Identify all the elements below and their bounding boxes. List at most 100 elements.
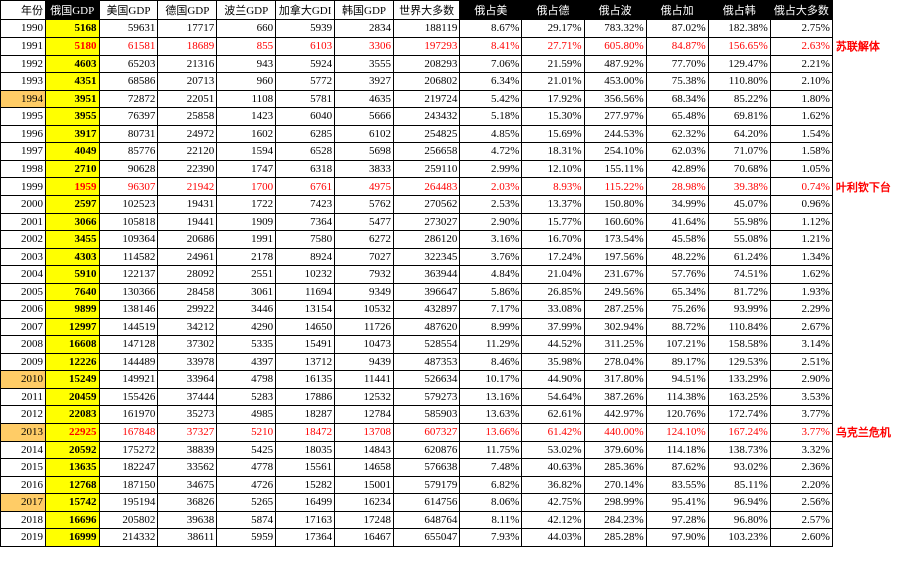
cell: 16608 (45, 336, 99, 354)
cell: 298.99% (584, 494, 646, 512)
cell: 13708 (335, 423, 394, 441)
cell: 2834 (335, 20, 394, 38)
cell: 3927 (335, 73, 394, 91)
cell: 2004 (1, 266, 46, 284)
cell: 1594 (217, 143, 276, 161)
cell: 62.03% (646, 143, 708, 161)
cell: 19441 (158, 213, 217, 231)
cell: 5210 (217, 423, 276, 441)
header-4: 波兰GDP (217, 1, 276, 20)
cell: 64.20% (708, 125, 770, 143)
event-note (832, 73, 907, 91)
cell: 11726 (335, 318, 394, 336)
cell: 155.11% (584, 160, 646, 178)
cell: 54.64% (522, 388, 584, 406)
cell: 38611 (158, 529, 217, 547)
cell: 15.69% (522, 125, 584, 143)
cell: 1990 (1, 20, 46, 38)
table-row: 2018166962058023963858741716317248648764… (1, 511, 908, 529)
cell: 16.70% (522, 231, 584, 249)
cell: 15249 (45, 371, 99, 389)
cell: 122137 (99, 266, 158, 284)
cell: 144519 (99, 318, 158, 336)
cell: 22051 (158, 90, 217, 108)
cell: 1.93% (770, 283, 832, 301)
cell: 2017 (1, 494, 46, 512)
cell: 7.17% (460, 301, 522, 319)
cell: 188119 (393, 20, 459, 38)
cell: 2.36% (770, 459, 832, 477)
cell: 576638 (393, 459, 459, 477)
cell: 5698 (335, 143, 394, 161)
cell: 5168 (45, 20, 99, 38)
cell: 6103 (276, 37, 335, 55)
cell: 16696 (45, 511, 99, 529)
header-1: 俄国GDP (45, 1, 99, 20)
cell: 15.30% (522, 108, 584, 126)
header-9: 俄占德 (522, 1, 584, 20)
cell: 8.67% (460, 20, 522, 38)
table-row: 2019169992143323861159591736416467655047… (1, 529, 908, 547)
header-13: 俄占大多数 (770, 1, 832, 20)
cell: 77.70% (646, 55, 708, 73)
cell: 7932 (335, 266, 394, 284)
event-note (832, 125, 907, 143)
cell: 20592 (45, 441, 99, 459)
event-note (832, 90, 907, 108)
cell: 24961 (158, 248, 217, 266)
cell: 182247 (99, 459, 158, 477)
cell: 219724 (393, 90, 459, 108)
cell: 285.28% (584, 529, 646, 547)
cell: 12532 (335, 388, 394, 406)
cell: 197.56% (584, 248, 646, 266)
cell: 15742 (45, 494, 99, 512)
cell: 158.58% (708, 336, 770, 354)
cell: 115.22% (584, 178, 646, 196)
event-note: 叶利钦下台 (832, 178, 907, 196)
event-note (832, 213, 907, 231)
cell: 2.51% (770, 353, 832, 371)
cell: 12997 (45, 318, 99, 336)
cell: 57.76% (646, 266, 708, 284)
cell: 10473 (335, 336, 394, 354)
cell: 5874 (217, 511, 276, 529)
header-6: 韩国GDP (335, 1, 394, 20)
cell: 0.96% (770, 196, 832, 214)
cell: 3917 (45, 125, 99, 143)
cell: 16467 (335, 529, 394, 547)
cell: 4726 (217, 476, 276, 494)
cell: 1993 (1, 73, 46, 91)
cell: 120.76% (646, 406, 708, 424)
table-body: 199051685963117717660593928341881198.67%… (1, 20, 908, 547)
table-row: 2013229251678483732752101847213708607327… (1, 423, 908, 441)
cell: 114.18% (646, 441, 708, 459)
cell: 80731 (99, 125, 158, 143)
cell: 526634 (393, 371, 459, 389)
cell: 96307 (99, 178, 158, 196)
cell: 71.07% (708, 143, 770, 161)
table-row: 2009122261444893397843971371294394873538… (1, 353, 908, 371)
cell: 173.54% (584, 231, 646, 249)
cell: 55.98% (708, 213, 770, 231)
cell: 11441 (335, 371, 394, 389)
cell: 85.22% (708, 90, 770, 108)
cell: 2.57% (770, 511, 832, 529)
cell: 11694 (276, 283, 335, 301)
cell: 6102 (335, 125, 394, 143)
cell: 144489 (99, 353, 158, 371)
cell: 15561 (276, 459, 335, 477)
cell: 37.99% (522, 318, 584, 336)
cell: 84.87% (646, 37, 708, 55)
cell: 3.76% (460, 248, 522, 266)
cell: 1959 (45, 178, 99, 196)
cell: 614756 (393, 494, 459, 512)
cell: 2551 (217, 266, 276, 284)
cell: 17886 (276, 388, 335, 406)
cell: 7364 (276, 213, 335, 231)
cell: 160.60% (584, 213, 646, 231)
table-row: 200576401303662845830611169493493966475.… (1, 283, 908, 301)
cell: 70.68% (708, 160, 770, 178)
cell: 42.12% (522, 511, 584, 529)
cell: 5959 (217, 529, 276, 547)
cell: 95.41% (646, 494, 708, 512)
